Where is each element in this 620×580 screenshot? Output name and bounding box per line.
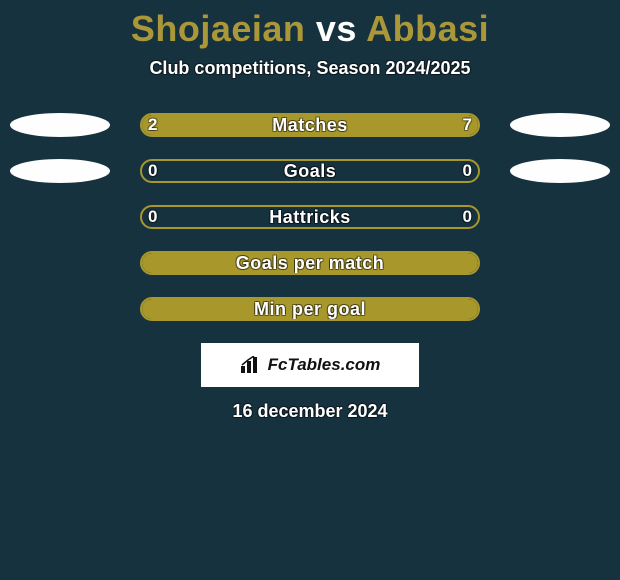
stat-bar: Goals: [140, 159, 480, 183]
stat-label: Min per goal: [142, 299, 478, 319]
stat-value-right: 7: [463, 113, 472, 137]
page-title: Shojaeian vs Abbasi: [0, 0, 620, 50]
title-player1: Shojaeian: [131, 8, 306, 49]
footer-logo-text: FcTables.com: [268, 355, 381, 375]
stat-bar: Goals per match: [140, 251, 480, 275]
stat-bar: Hattricks: [140, 205, 480, 229]
stat-value-left: 2: [148, 113, 157, 137]
stat-value-right: 0: [463, 205, 472, 229]
comparison-infographic: Shojaeian vs Abbasi Club competitions, S…: [0, 0, 620, 580]
stat-rows: Matches27Goals00Hattricks00Goals per mat…: [0, 113, 620, 321]
footer-date: 16 december 2024: [0, 401, 620, 422]
team-pill-right: [510, 113, 610, 137]
subtitle: Club competitions, Season 2024/2025: [0, 58, 620, 79]
stat-bar: Matches: [140, 113, 480, 137]
stat-row: Goals per match: [0, 251, 620, 275]
stat-value-left: 0: [148, 159, 157, 183]
stat-label: Goals per match: [142, 253, 478, 273]
stat-value-left: 0: [148, 205, 157, 229]
stat-row: Hattricks0 0: [0, 205, 620, 229]
stat-bar: Min per goal: [140, 297, 480, 321]
footer-logo: FcTables.com: [201, 343, 419, 387]
stat-row: Goals0 0: [0, 159, 620, 183]
team-pill-right: [510, 159, 610, 183]
team-pill-left: [10, 159, 110, 183]
stat-value-right: 0: [463, 159, 472, 183]
title-vs: vs: [316, 8, 357, 49]
stat-label: Matches: [142, 115, 478, 135]
team-pill-left: [10, 113, 110, 137]
stat-row: Matches2 7: [0, 113, 620, 137]
bar-chart-icon: [240, 356, 262, 374]
stat-row: Min per goal: [0, 297, 620, 321]
stat-label: Goals: [142, 161, 478, 181]
title-player2: Abbasi: [366, 8, 489, 49]
stat-label: Hattricks: [142, 207, 478, 227]
